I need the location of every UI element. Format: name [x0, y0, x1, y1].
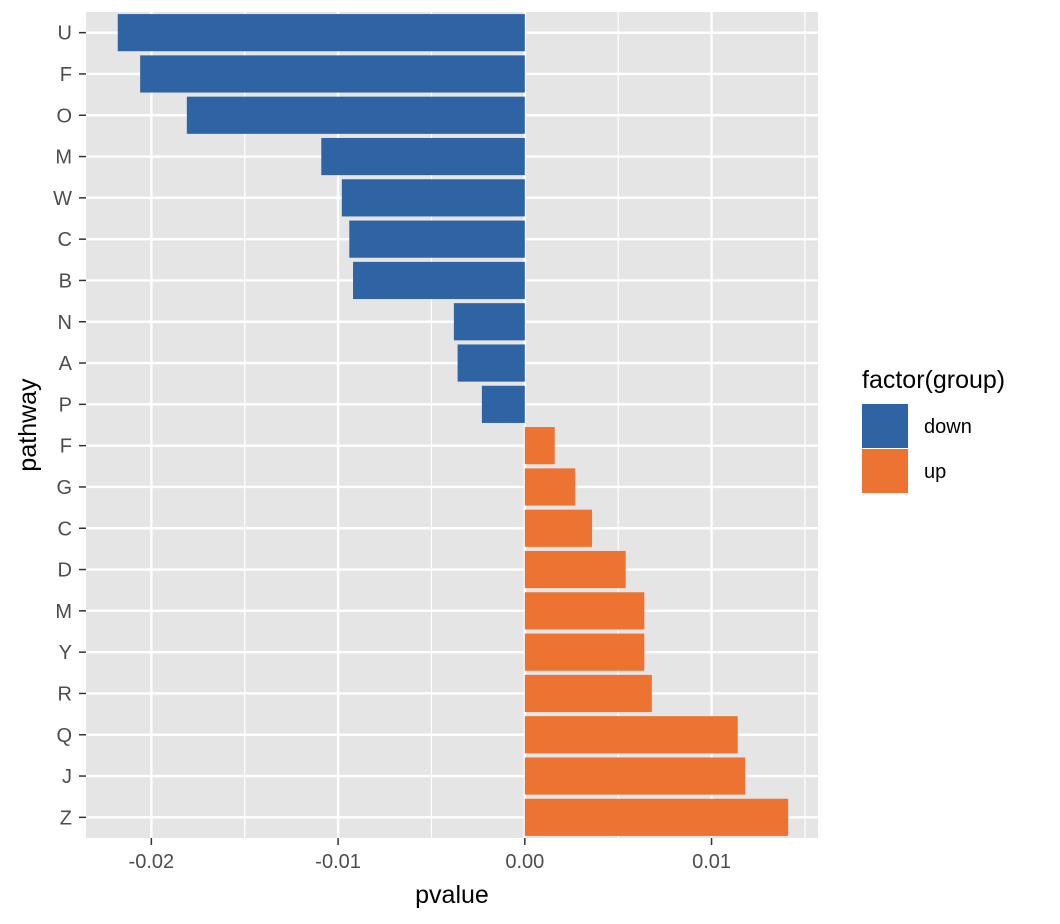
x-tick-label: 0.00	[505, 851, 544, 873]
bar-down	[481, 385, 525, 423]
y-axis-title: pathway	[14, 378, 42, 472]
y-tick-label: M	[55, 147, 72, 169]
x-tick-label: -0.01	[315, 851, 361, 873]
y-tick-label: A	[59, 353, 73, 375]
bar-down	[349, 220, 525, 258]
legend-swatch-up	[862, 449, 908, 493]
x-axis: -0.02 -0.01 0.00 0.01	[129, 838, 731, 873]
bar-down	[140, 55, 525, 93]
legend: factor(group) down up	[862, 366, 1005, 493]
bar-up	[524, 716, 738, 754]
y-tick-label: R	[58, 683, 72, 705]
x-tick-label: 0.01	[692, 851, 731, 873]
y-tick-label: Q	[56, 725, 72, 747]
y-tick-label: W	[53, 188, 72, 210]
x-tick-label: -0.02	[129, 851, 175, 873]
y-tick-label: O	[56, 105, 72, 127]
y-tick-label: F	[60, 436, 72, 458]
bar-down	[321, 137, 525, 176]
bar-down	[353, 261, 525, 300]
bar-down	[341, 179, 525, 217]
y-tick-label: D	[58, 560, 72, 582]
bar-down	[457, 344, 525, 382]
bar-down	[186, 96, 525, 134]
y-tick-label: B	[59, 270, 72, 292]
bars	[117, 14, 789, 836]
bar-up	[524, 592, 645, 630]
y-tick-label: N	[58, 312, 72, 334]
y-tick-label: Y	[59, 642, 72, 664]
y-tick-label: F	[60, 64, 72, 86]
bar-up	[524, 674, 652, 713]
y-tick-label: Z	[60, 807, 72, 829]
y-tick-label: P	[59, 394, 72, 416]
y-tick-label: M	[55, 601, 72, 623]
plot-panel	[86, 12, 818, 838]
legend-swatch-down	[862, 404, 908, 448]
y-tick-label: C	[58, 518, 72, 540]
bar-up	[524, 550, 626, 589]
y-tick-label: G	[56, 477, 72, 499]
bar-up	[524, 509, 593, 547]
bar-down	[117, 14, 525, 52]
bar-up	[524, 633, 645, 671]
x-axis-title: pvalue	[415, 881, 489, 909]
legend-label-down: down	[924, 416, 972, 438]
bar-up	[524, 468, 576, 506]
y-tick-label: C	[58, 229, 72, 251]
bar-up	[524, 798, 789, 836]
bar-up	[524, 757, 746, 795]
y-tick-label: J	[62, 766, 72, 788]
bar-down	[453, 303, 525, 341]
y-tick-label: U	[58, 23, 72, 45]
legend-label-up: up	[924, 461, 946, 483]
bar-up	[524, 427, 555, 465]
legend-title: factor(group)	[862, 366, 1005, 394]
